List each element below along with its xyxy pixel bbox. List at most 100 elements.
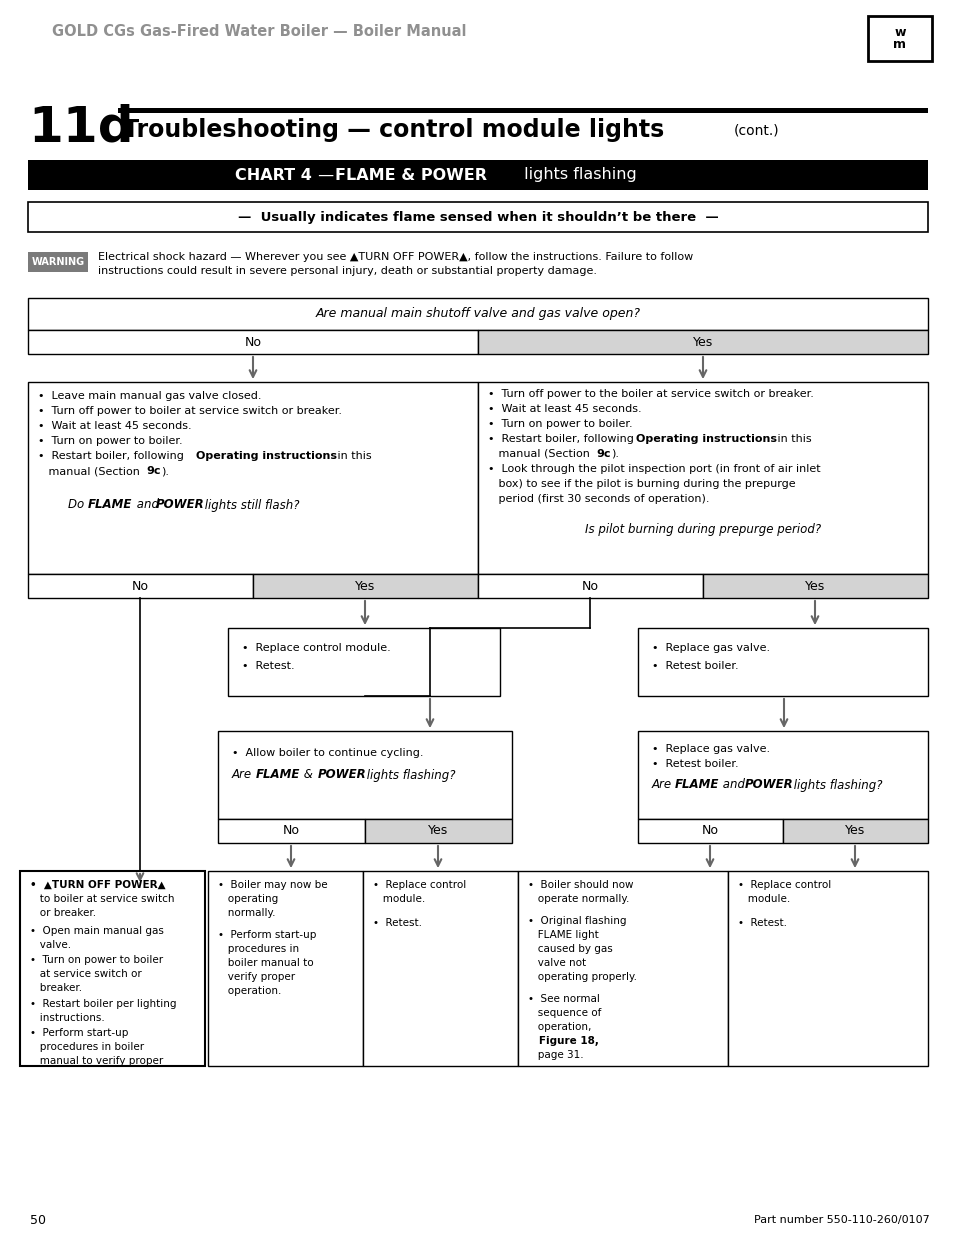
Text: Are: Are <box>651 778 675 792</box>
Text: No: No <box>244 336 261 348</box>
Text: m: m <box>893 37 905 51</box>
Bar <box>28 574 253 598</box>
Text: sequence of: sequence of <box>527 1008 600 1018</box>
Text: and: and <box>719 778 748 792</box>
Text: to boiler at service switch: to boiler at service switch <box>30 894 174 904</box>
Bar <box>638 629 927 697</box>
Text: FLAME: FLAME <box>675 778 719 792</box>
Text: normally.: normally. <box>218 908 275 918</box>
Text: procedures in boiler: procedures in boiler <box>30 1042 144 1052</box>
Bar <box>218 731 512 819</box>
Bar <box>365 819 512 844</box>
Text: •  Boiler may now be: • Boiler may now be <box>218 881 327 890</box>
Text: ).: ). <box>161 466 169 475</box>
Bar <box>702 574 927 598</box>
Text: or breaker.: or breaker. <box>30 908 96 918</box>
Text: module.: module. <box>738 894 789 904</box>
Text: •  Look through the pilot inspection port (in front of air inlet: • Look through the pilot inspection port… <box>488 464 820 474</box>
Bar <box>727 871 927 1066</box>
Text: POWER: POWER <box>156 499 204 511</box>
Text: manual (Section: manual (Section <box>38 466 143 475</box>
Text: 9c: 9c <box>596 450 610 459</box>
Text: FLAME: FLAME <box>255 768 300 782</box>
Bar <box>477 574 702 598</box>
Text: lights flashing: lights flashing <box>518 168 636 183</box>
Text: CHART 4: CHART 4 <box>234 168 312 183</box>
Bar <box>28 382 477 574</box>
Text: Operating instructions: Operating instructions <box>636 433 776 445</box>
Text: period (first 30 seconds of operation).: period (first 30 seconds of operation). <box>488 494 709 504</box>
Text: Do: Do <box>68 499 88 511</box>
Text: •  Wait at least 45 seconds.: • Wait at least 45 seconds. <box>488 404 641 414</box>
Text: 50: 50 <box>30 1214 46 1226</box>
Bar <box>477 382 927 574</box>
Bar <box>118 107 927 112</box>
Text: lights flashing?: lights flashing? <box>363 768 455 782</box>
Text: Are manual main shutoff valve and gas valve open?: Are manual main shutoff valve and gas va… <box>315 308 639 321</box>
Text: —: — <box>313 168 339 183</box>
Bar <box>28 330 477 354</box>
Text: Yes: Yes <box>804 579 824 593</box>
Text: manual to verify proper: manual to verify proper <box>30 1056 163 1066</box>
Text: page 31.: page 31. <box>527 1050 583 1060</box>
Text: •  Retest.: • Retest. <box>738 918 786 927</box>
Text: instructions.: instructions. <box>30 1013 105 1023</box>
Text: •  Turn on power to boiler: • Turn on power to boiler <box>30 955 163 965</box>
Text: lights still flash?: lights still flash? <box>201 499 299 511</box>
Text: No: No <box>282 825 299 837</box>
Text: Operating instructions: Operating instructions <box>195 451 336 461</box>
Bar <box>228 629 499 697</box>
Text: FLAME: FLAME <box>88 499 132 511</box>
Text: No: No <box>132 579 149 593</box>
Text: •  Replace control: • Replace control <box>373 881 466 890</box>
Text: No: No <box>700 825 718 837</box>
Text: •  ▲TURN OFF POWER▲: • ▲TURN OFF POWER▲ <box>30 881 166 890</box>
Text: &: & <box>299 768 316 782</box>
Text: WARNING: WARNING <box>31 257 85 267</box>
Text: •  Turn on power to boiler.: • Turn on power to boiler. <box>488 419 632 429</box>
Text: Electrical shock hazard — Wherever you see ▲TURN OFF POWER▲, follow the instruct: Electrical shock hazard — Wherever you s… <box>98 252 693 262</box>
Text: FLAME & POWER: FLAME & POWER <box>335 168 486 183</box>
Text: —  Usually indicates flame sensed when it shouldn’t be there  —: — Usually indicates flame sensed when it… <box>237 210 718 224</box>
Text: •  Boiler should now: • Boiler should now <box>527 881 633 890</box>
Text: Troubleshooting — control module lights: Troubleshooting — control module lights <box>123 119 672 142</box>
Text: Figure 18,: Figure 18, <box>527 1036 598 1046</box>
Text: •  Original flashing: • Original flashing <box>527 916 626 926</box>
Text: lights flashing?: lights flashing? <box>789 778 882 792</box>
Text: •  Restart boiler, following: • Restart boiler, following <box>488 433 637 445</box>
Text: procedures in: procedures in <box>218 944 299 953</box>
Text: •  Restart boiler, following: • Restart boiler, following <box>38 451 187 461</box>
Bar <box>782 819 927 844</box>
Text: boiler manual to: boiler manual to <box>218 958 314 968</box>
Text: operation,: operation, <box>527 1023 591 1032</box>
Bar <box>20 871 205 1066</box>
Bar <box>28 161 927 190</box>
Text: box) to see if the pilot is burning during the prepurge: box) to see if the pilot is burning duri… <box>488 479 795 489</box>
Text: POWER: POWER <box>317 768 366 782</box>
Text: •  See normal: • See normal <box>527 994 599 1004</box>
Bar <box>477 330 927 354</box>
Text: •  Replace control: • Replace control <box>738 881 830 890</box>
Text: Yes: Yes <box>692 336 713 348</box>
Text: •  Perform start-up: • Perform start-up <box>30 1028 129 1037</box>
Text: GOLD CGs Gas-Fired Water Boiler — Boiler Manual: GOLD CGs Gas-Fired Water Boiler — Boiler… <box>52 25 466 40</box>
Text: •  Restart boiler per lighting: • Restart boiler per lighting <box>30 999 176 1009</box>
Text: in this: in this <box>773 433 811 445</box>
Text: Part number 550-110-260/0107: Part number 550-110-260/0107 <box>754 1215 929 1225</box>
Text: breaker.: breaker. <box>30 983 82 993</box>
Text: operating: operating <box>218 894 278 904</box>
Text: •  Allow boiler to continue cycling.: • Allow boiler to continue cycling. <box>232 748 423 758</box>
Text: and: and <box>132 499 163 511</box>
Text: 11d: 11d <box>28 103 133 151</box>
Text: POWER: POWER <box>744 778 793 792</box>
Text: •  Perform start-up: • Perform start-up <box>218 930 316 940</box>
Bar <box>253 574 477 598</box>
Text: •  Retest.: • Retest. <box>242 661 294 671</box>
Text: Is pilot burning during prepurge period?: Is pilot burning during prepurge period? <box>584 522 821 536</box>
Text: caused by gas: caused by gas <box>527 944 612 953</box>
Bar <box>208 871 363 1066</box>
Text: •  Retest boiler.: • Retest boiler. <box>651 760 738 769</box>
Text: (cont.): (cont.) <box>733 124 779 137</box>
Text: instructions could result in severe personal injury, death or substantial proper: instructions could result in severe pers… <box>98 266 597 275</box>
Bar <box>28 252 88 272</box>
